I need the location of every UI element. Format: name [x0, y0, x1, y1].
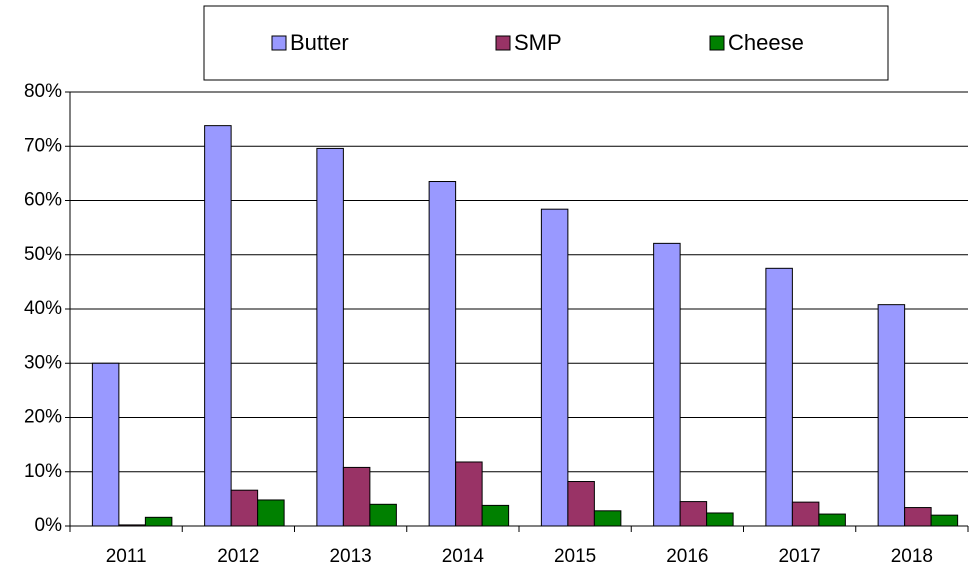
y-tick-label: 10%	[24, 461, 62, 482]
legend-swatch	[495, 35, 511, 51]
bar	[706, 512, 734, 527]
x-tick-label: 2013	[329, 546, 371, 567]
y-tick-label: 50%	[24, 244, 62, 265]
bar	[91, 362, 120, 527]
x-tick-label: 2014	[442, 546, 485, 567]
x-tick-label: 2017	[778, 546, 820, 567]
x-tick-label: 2018	[891, 546, 933, 567]
bar	[230, 489, 259, 527]
y-tick-label: 20%	[24, 407, 62, 428]
bar	[144, 516, 173, 527]
x-tick-label: 2011	[106, 546, 147, 567]
y-tick-label: 40%	[24, 298, 62, 319]
y-tick-label: 60%	[24, 190, 62, 211]
bar	[653, 242, 681, 527]
x-tick-label: 2016	[666, 546, 708, 567]
bar	[877, 304, 906, 527]
bar	[818, 513, 846, 527]
legend-box	[203, 5, 889, 81]
legend-swatch	[271, 35, 287, 51]
bar	[369, 503, 397, 527]
bar	[428, 181, 457, 527]
legend-label: Cheese	[728, 30, 804, 55]
bar	[540, 208, 569, 527]
bar	[765, 267, 793, 527]
bar	[257, 499, 285, 527]
legend-label: SMP	[514, 30, 562, 55]
bar	[481, 504, 510, 527]
bar	[904, 507, 932, 527]
x-tick-label: 2012	[217, 546, 259, 567]
bar	[791, 501, 820, 527]
x-tick-label: 2015	[554, 546, 596, 567]
y-tick-label: 30%	[24, 352, 62, 373]
legend-label: Butter	[290, 30, 349, 55]
bar	[567, 481, 595, 527]
bar	[593, 510, 622, 527]
legend-swatch	[709, 35, 725, 51]
bar	[679, 501, 708, 527]
bar	[342, 466, 371, 527]
y-tick-label: 80%	[24, 81, 62, 102]
bar	[455, 461, 483, 527]
y-tick-label: 70%	[24, 135, 62, 156]
y-tick-label: 0%	[35, 515, 63, 536]
bar	[316, 147, 344, 527]
bar	[204, 125, 232, 527]
bar	[930, 514, 959, 527]
